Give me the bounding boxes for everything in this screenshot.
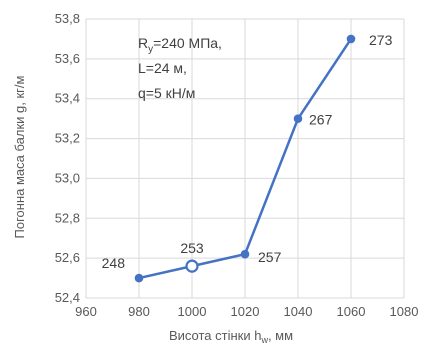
data-label: 257 (258, 249, 282, 265)
annotation-line-3: q=5 кН/м (138, 85, 195, 101)
y-tick-label: 53,8 (55, 11, 80, 26)
data-label: 253 (180, 240, 204, 256)
annotation-box: Ry=240 МПа, L=24 м, q=5 кН/м (138, 35, 222, 101)
y-tick-label: 52,8 (55, 210, 80, 225)
y-tick-label: 53,4 (55, 91, 80, 106)
data-point (241, 250, 249, 258)
x-tick-label: 1060 (337, 304, 366, 319)
y-tick-label: 53,6 (55, 51, 80, 66)
highlighted-data-point (187, 261, 198, 272)
data-point (347, 35, 355, 43)
x-tick-label: 960 (75, 304, 97, 319)
y-tick-label: 52,6 (55, 250, 80, 265)
x-tick-label: 980 (128, 304, 150, 319)
x-tick-labels: 960 980 1000 1020 1040 1060 1080 (75, 304, 418, 319)
x-tick-label: 1040 (284, 304, 313, 319)
y-tick-labels: 52,4 52,6 52,8 53,0 53,2 53,4 53,6 53,8 (55, 11, 80, 305)
y-tick-label: 52,4 (55, 290, 80, 305)
annotation-line-1: Ry=240 МПа, (138, 35, 222, 55)
data-label: 248 (102, 255, 126, 271)
annotation-line-2: L=24 м, (138, 60, 187, 76)
x-tick-label: 1020 (231, 304, 260, 319)
x-tick-label: 1080 (390, 304, 419, 319)
x-tick-label: 1000 (178, 304, 207, 319)
data-point (135, 274, 143, 282)
data-label: 267 (309, 112, 333, 128)
y-tick-label: 53,2 (55, 131, 80, 146)
data-label: 273 (369, 32, 393, 48)
y-axis-title: Погонна маса балки g, кг/м (12, 75, 27, 238)
data-point (294, 115, 302, 123)
y-tick-label: 53,0 (55, 170, 80, 185)
x-axis-title: Висота стінки hw, мм (169, 328, 293, 345)
